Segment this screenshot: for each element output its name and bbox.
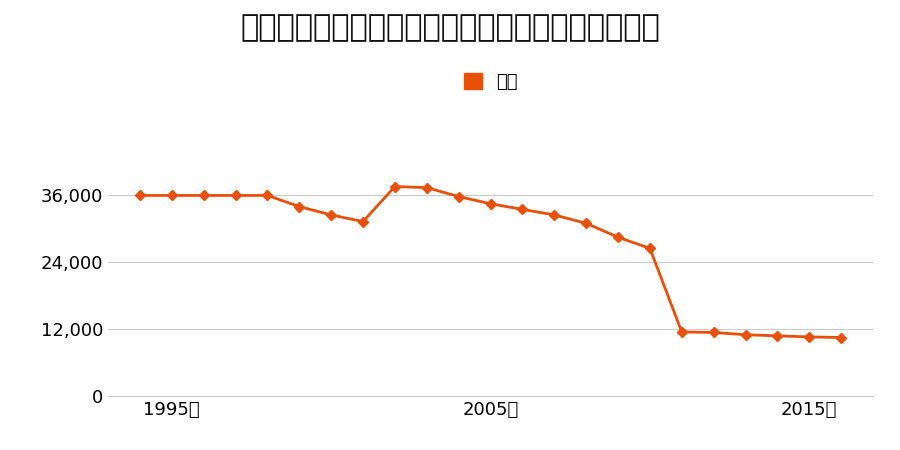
Legend: 価格: 価格 [464, 73, 518, 91]
Text: 青森県八戸市大字河原木字海岸１８番８の地価推移: 青森県八戸市大字河原木字海岸１８番８の地価推移 [240, 14, 660, 42]
